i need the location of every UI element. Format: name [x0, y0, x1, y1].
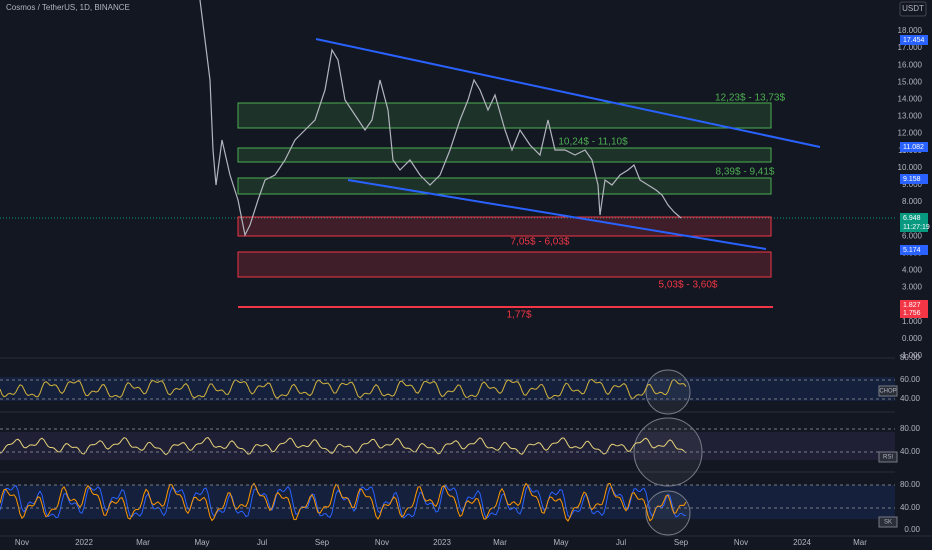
price-tag [900, 245, 928, 255]
indicator-line [0, 482, 687, 522]
indicator-tag: SK [884, 520, 892, 526]
band [0, 485, 895, 519]
time-label: Nov [15, 538, 29, 547]
price-tag-text: 11:27:19 [903, 224, 930, 231]
price-tag-text: 17.454 [903, 37, 925, 44]
price-tag-text: 1.756 [903, 310, 921, 317]
zone [237, 147, 772, 163]
indicator-level: 80.00 [900, 480, 921, 489]
indicator-tag-box [878, 451, 898, 463]
zone-label: 7,05$ - 6,03$ [511, 237, 570, 248]
time-label: Mar [493, 538, 507, 547]
price-label: 10.000 [898, 163, 923, 172]
price-tag [900, 213, 928, 223]
price-tag-text: 9.158 [903, 176, 921, 183]
time-label: May [553, 538, 568, 547]
price-label: 14.000 [898, 95, 923, 104]
time-label: Sep [315, 538, 330, 547]
price-label: 6.000 [902, 231, 923, 240]
indicators [0, 369, 895, 536]
price-tag [900, 142, 928, 152]
indicator-level: 40.00 [900, 394, 921, 403]
indicator-level: 0.00 [904, 525, 920, 534]
indicator-line [0, 378, 687, 400]
indicator-tag: RSI [883, 455, 893, 461]
price-label: 15.000 [898, 77, 923, 86]
price-path [199, 0, 682, 237]
time-label: Mar [136, 538, 150, 547]
price-label: 13.000 [898, 112, 923, 121]
zone [237, 216, 772, 237]
price-label: 4.000 [902, 266, 923, 275]
time-label: 2023 [433, 538, 451, 547]
price-label: 16.000 [898, 60, 923, 69]
price-label: 8.000 [902, 197, 923, 206]
indicator-tag: CHOP [879, 389, 896, 395]
currency-box [899, 1, 927, 17]
indicator-line [0, 437, 687, 456]
indicator-line [0, 484, 687, 519]
zone-label: 5,03$ - 3,60$ [659, 280, 718, 291]
indicator-tag-box [878, 385, 898, 397]
time-label: Jul [616, 538, 626, 547]
price-tag-text: 1.827 [903, 302, 921, 309]
price-label: 17.000 [898, 43, 923, 52]
time-label: Jul [257, 538, 267, 547]
band [0, 377, 895, 401]
indicator-level: 80.00 [900, 353, 921, 362]
indicator-level: 40.00 [900, 503, 921, 512]
price-tag [900, 174, 928, 184]
price-label: 9.000 [902, 180, 923, 189]
zone [237, 177, 772, 195]
indicator-level: 80.00 [900, 424, 921, 433]
price-tag-text: 5.174 [903, 247, 921, 254]
symbol-title: Cosmos / TetherUS, 1D, BINANCE [6, 3, 130, 12]
time-label: Mar [853, 538, 867, 547]
time-label: Nov [734, 538, 748, 547]
zone-label: 10,24$ - 11,10$ [558, 137, 628, 148]
time-label: 2024 [793, 538, 811, 547]
highlight [645, 490, 691, 536]
price-tag [900, 308, 928, 318]
price-label: 0.000 [902, 334, 923, 343]
price-tag [900, 300, 928, 310]
price-tag [900, 35, 928, 45]
time-label: 2022 [75, 538, 93, 547]
band [0, 432, 895, 460]
indicator-level: 40.00 [900, 447, 921, 456]
price-tag-text: 11.082 [903, 144, 924, 151]
zone-label: 12,23$ - 13,73$ [715, 93, 785, 104]
zone [237, 251, 772, 278]
price-label: 1.000 [902, 317, 923, 326]
price-label: 18.000 [898, 26, 923, 35]
trendline [315, 38, 821, 148]
currency: USDT [902, 4, 924, 13]
price-tag-text: 6.948 [903, 215, 921, 222]
price-label: 12.000 [898, 129, 923, 138]
price-tag [900, 222, 928, 232]
zones [237, 102, 773, 308]
price-label: 3.000 [902, 283, 923, 292]
price-label: -1.000 [899, 351, 922, 360]
indicator-level: 60.00 [900, 375, 921, 384]
trendline [347, 179, 767, 250]
indicator-tag-box [878, 516, 898, 528]
time-label: Sep [674, 538, 689, 547]
time-label: May [194, 538, 209, 547]
time-label: Nov [375, 538, 389, 547]
zone [237, 102, 772, 129]
zone-label: 1,77$ [506, 310, 531, 321]
zone-label: 8,39$ - 9,41$ [716, 167, 775, 178]
